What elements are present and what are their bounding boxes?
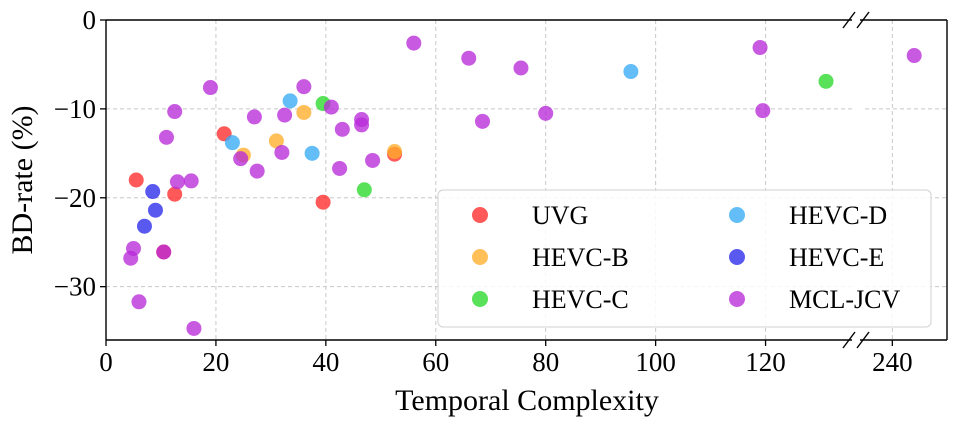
- legend-marker-hevc-c: [472, 291, 488, 307]
- x-tick-label: 20: [202, 347, 229, 377]
- data-point-mcl-jcv: [332, 160, 348, 176]
- data-point-hevc-e: [145, 184, 161, 200]
- data-point-mcl-jcv: [186, 320, 202, 336]
- data-point-mcl-jcv: [156, 244, 172, 260]
- legend-label-hevc-b: HEVC-B: [532, 243, 629, 272]
- data-point-hevc-c: [818, 73, 834, 89]
- axis-break-mark: [842, 11, 856, 29]
- data-point-mcl-jcv: [246, 109, 262, 125]
- legend-marker-hevc-b: [472, 249, 488, 265]
- data-point-mcl-jcv: [365, 152, 381, 168]
- data-point-mcl-jcv: [906, 48, 922, 64]
- data-point-mcl-jcv: [296, 79, 312, 95]
- y-tick-label: 0: [83, 5, 97, 35]
- data-point-mcl-jcv: [167, 104, 183, 120]
- legend-label-hevc-c: HEVC-C: [532, 285, 629, 314]
- data-point-mcl-jcv: [249, 163, 265, 179]
- data-point-hevc-b: [387, 144, 403, 160]
- x-tick-label: 100: [635, 347, 676, 377]
- x-axis-label: Temporal Complexity: [395, 384, 659, 417]
- data-point-mcl-jcv: [131, 294, 147, 310]
- data-points: [123, 35, 922, 336]
- data-point-mcl-jcv: [323, 99, 339, 115]
- data-point-hevc-b: [296, 104, 312, 120]
- data-point-mcl-jcv: [354, 112, 370, 128]
- data-point-hevc-e: [147, 202, 163, 218]
- x-tick-label: 40: [312, 347, 339, 377]
- data-point-mcl-jcv: [183, 173, 199, 189]
- legend-marker-hevc-e: [729, 249, 745, 265]
- data-point-hevc-d: [224, 135, 240, 151]
- data-point-hevc-d: [623, 64, 639, 80]
- data-point-mcl-jcv: [474, 113, 490, 129]
- data-point-mcl-jcv: [538, 105, 554, 121]
- legend-label-mcl-jcv: MCL-JCV: [789, 285, 900, 314]
- data-point-mcl-jcv: [169, 174, 185, 190]
- data-point-mcl-jcv: [406, 35, 422, 51]
- data-point-uvg: [167, 186, 183, 202]
- data-point-mcl-jcv: [277, 107, 293, 123]
- axis-ticks: 0 −10 −20 −30 0 20 40 60 80 100 120 240: [54, 5, 913, 377]
- data-point-mcl-jcv: [513, 60, 529, 76]
- legend-label-hevc-e: HEVC-E: [789, 243, 884, 272]
- x-tick-label: 0: [99, 347, 113, 377]
- data-point-mcl-jcv: [334, 121, 350, 137]
- y-tick-label: −20: [54, 183, 96, 213]
- data-point-hevc-e: [136, 218, 152, 234]
- data-point-mcl-jcv: [274, 144, 290, 160]
- y-axis-label: BD-rate (%): [6, 105, 39, 254]
- data-point-hevc-c: [356, 182, 372, 198]
- legend: UVG HEVC-B HEVC-C HEVC-D HEVC-E MCL-JCV: [437, 189, 932, 328]
- data-point-hevc-d: [304, 145, 320, 161]
- x-tick-label: 240: [872, 347, 913, 377]
- axis-break-mark: [842, 331, 856, 349]
- data-point-mcl-jcv: [752, 40, 768, 56]
- y-tick-label: −10: [54, 94, 96, 124]
- data-point-mcl-jcv: [233, 151, 249, 167]
- axis-break-mark: [856, 331, 870, 349]
- data-point-hevc-d: [282, 93, 298, 109]
- data-point-mcl-jcv: [125, 240, 141, 256]
- legend-marker-mcl-jcv: [729, 291, 745, 307]
- axis-break-mark: [856, 11, 870, 29]
- x-tick-label: 60: [422, 347, 449, 377]
- data-point-uvg: [315, 194, 331, 210]
- data-point-hevc-b: [268, 133, 284, 149]
- legend-label-hevc-d: HEVC-D: [789, 201, 887, 230]
- data-point-mcl-jcv: [755, 103, 771, 119]
- legend-marker-uvg: [472, 207, 488, 223]
- data-point-mcl-jcv: [461, 50, 477, 66]
- legend-label-uvg: UVG: [532, 201, 588, 230]
- legend-marker-hevc-d: [729, 207, 745, 223]
- y-tick-label: −30: [54, 272, 96, 302]
- data-point-mcl-jcv: [158, 129, 174, 145]
- legend-box: [437, 189, 932, 328]
- data-point-mcl-jcv: [202, 80, 218, 96]
- x-tick-label: 120: [745, 347, 786, 377]
- data-point-uvg: [128, 172, 144, 188]
- x-tick-label: 80: [532, 347, 559, 377]
